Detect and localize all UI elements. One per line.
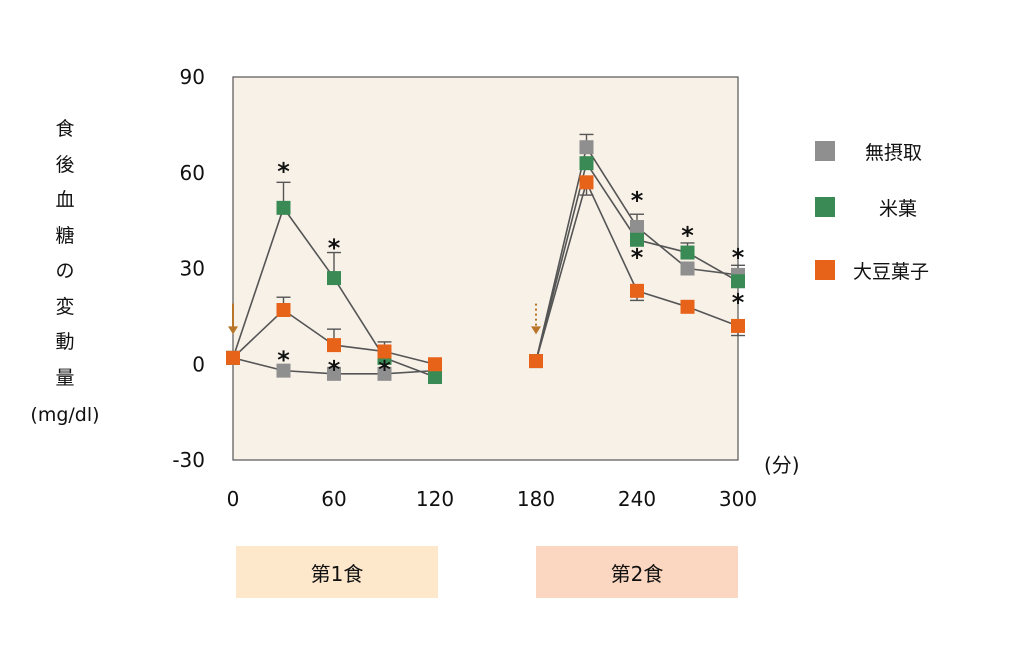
y-tick-label: 30 [180, 257, 205, 281]
y-axis-label-char: 量 [55, 366, 75, 389]
data-point [276, 363, 291, 378]
data-point [327, 271, 341, 286]
significance-mark: * [631, 244, 644, 272]
significance-mark: * [732, 288, 745, 316]
data-point [579, 140, 594, 155]
y-tick-label: 0 [192, 352, 205, 376]
x-tick-label: 180 [517, 487, 555, 511]
y-tick-label: 60 [180, 161, 205, 185]
meal-1-label: 第1食 [236, 546, 438, 598]
legend-item-none: 無摂取 [815, 138, 922, 164]
significance-mark: * [328, 234, 341, 262]
legend-swatch-soy-snack [815, 260, 835, 280]
meal-2-label: 第2食 [536, 546, 738, 598]
legend-item-rice-cracker: 米菓 [815, 194, 917, 220]
data-point [630, 220, 644, 235]
data-point [226, 350, 240, 365]
x-tick-label: 60 [321, 487, 346, 511]
y-axis-label-char: の [55, 260, 75, 282]
tick-labels: -30 0 30 60 90 0 60 120 180 240 300 [172, 65, 757, 511]
x-tick-label: 300 [719, 487, 757, 511]
y-axis-label-char: 変 [55, 295, 75, 318]
significance-mark: * [378, 355, 391, 383]
data-point [680, 245, 695, 260]
data-point [377, 344, 392, 359]
data-point [377, 366, 392, 381]
data-point [731, 318, 745, 333]
significance-mark: * [328, 355, 341, 383]
meal-1-text: 第1食 [310, 561, 364, 586]
legend-item-soy-snack: 大豆菓子 [815, 257, 929, 283]
data-point [680, 261, 695, 276]
y-tick-label: 90 [180, 65, 205, 89]
data-point [276, 200, 291, 215]
data-point [327, 338, 341, 353]
significance-mark: * [681, 221, 694, 249]
data-point [428, 370, 442, 385]
y-axis-label-char: 後 [55, 153, 75, 176]
significance-mark: * [277, 158, 290, 186]
y-axis-unit: (mg/dl) [30, 404, 100, 426]
legend-label: 大豆菓子 [853, 260, 930, 283]
y-axis-label-char: 糖 [55, 224, 75, 247]
data-point [327, 366, 341, 381]
data-point [630, 283, 644, 298]
y-axis-label-char: 動 [55, 331, 75, 353]
data-point [731, 274, 745, 289]
significance-mark: * [277, 346, 290, 374]
legend-swatch-rice-cracker [815, 197, 835, 217]
data-point [529, 354, 543, 369]
meal-marker-arrow [531, 326, 541, 335]
meal-2-text: 第2食 [610, 561, 664, 586]
series-points [226, 140, 745, 385]
significance-markers: * * * * * * * * * * [277, 158, 745, 384]
legend-label: 米菓 [879, 197, 918, 220]
data-point [428, 357, 442, 372]
y-axis-label: 食 後 血 糖 の 変 動 量 (mg/dl) [0, 112, 130, 432]
plot-area [232, 76, 739, 461]
y-tick-label: -30 [172, 448, 205, 472]
x-axis-unit: (分) [764, 453, 800, 477]
y-axis-label-char: 食 [55, 118, 75, 140]
data-point [579, 156, 594, 171]
meal-marker-arrow [228, 326, 238, 335]
data-point [276, 302, 291, 317]
x-tick-label: 120 [416, 487, 454, 511]
x-tick-label: 240 [618, 487, 656, 511]
x-tick-label: 0 [227, 487, 240, 511]
significance-mark: * [732, 244, 745, 272]
significance-mark: * [631, 186, 644, 214]
legend-label: 無摂取 [865, 141, 923, 164]
y-axis-label-char: 血 [55, 189, 75, 211]
data-point [680, 299, 695, 314]
legend-swatch-none [815, 141, 835, 161]
meal-markers [228, 303, 541, 335]
data-point [579, 175, 594, 190]
data-point [630, 232, 644, 247]
